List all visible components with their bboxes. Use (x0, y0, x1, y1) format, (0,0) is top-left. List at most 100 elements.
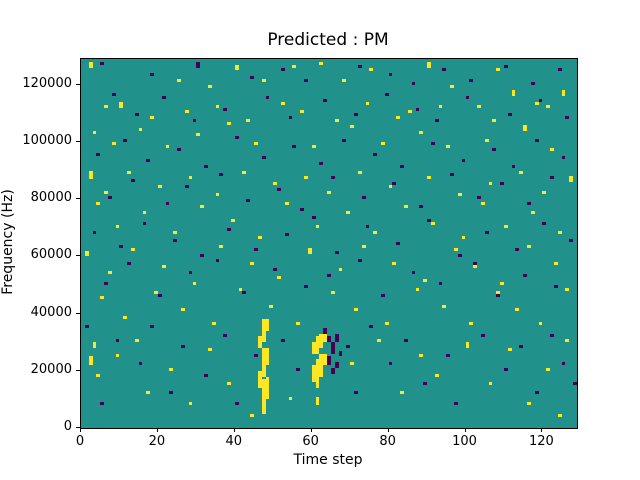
heatmap-cell-high (146, 390, 151, 394)
heatmap-cell-low (334, 362, 339, 368)
heatmap-cell-high (503, 224, 508, 228)
heatmap-cell-low (277, 187, 281, 191)
heatmap-cell-high (453, 247, 458, 251)
heatmap-cell-high (273, 182, 278, 185)
heatmap-cell-high (261, 79, 266, 83)
heatmap-cell-high (380, 141, 385, 145)
heatmap-cell-high (307, 247, 312, 254)
heatmap-cell-high (300, 110, 304, 114)
heatmap-cell-high (254, 141, 258, 145)
y-tick-mark (76, 198, 80, 200)
heatmap-cell-low (100, 61, 105, 65)
heatmap-cell-low (327, 273, 331, 277)
heatmap-cell-high (527, 244, 531, 248)
heatmap-cell-low (330, 342, 335, 354)
heatmap-cell-high (169, 367, 174, 371)
heatmap-cell-high (469, 322, 474, 326)
heatmap-cell-high (296, 322, 301, 326)
heatmap-cell-high (119, 101, 124, 108)
heatmap-cell-high (192, 282, 197, 286)
heatmap-cell-high (207, 84, 212, 88)
heatmap-cell-low (503, 367, 508, 371)
x-tick-mark (464, 428, 466, 432)
heatmap-cell-low (327, 336, 331, 343)
heatmap-cell-high (88, 170, 93, 180)
heatmap-cell-high (507, 347, 512, 351)
x-tick-mark (541, 428, 543, 432)
heatmap-cell-low (503, 64, 508, 68)
heatmap-cell-high (180, 307, 185, 311)
heatmap-cell-high (315, 396, 320, 406)
heatmap-cell-high (377, 339, 381, 343)
heatmap-cell-low (254, 353, 258, 357)
heatmap-cell-low (396, 242, 401, 246)
heatmap-cell-low (388, 73, 393, 77)
heatmap-cell-high (246, 119, 251, 123)
heatmap-cell-high (461, 236, 466, 240)
heatmap-cell-low (523, 273, 527, 277)
heatmap-cell-high (538, 322, 543, 326)
heatmap-cell-low (304, 79, 308, 83)
x-tick-mark (80, 428, 81, 432)
heatmap-cell-high (546, 104, 551, 108)
heatmap-cell-low (223, 107, 228, 111)
heatmap-cell-high (311, 144, 316, 148)
heatmap-cell-high (257, 336, 262, 348)
heatmap-cell-high (227, 382, 231, 386)
heatmap-cell-high (442, 305, 447, 308)
heatmap-cell-low (469, 79, 474, 83)
heatmap-cell-high (319, 61, 324, 65)
heatmap-cell-high (188, 402, 193, 406)
heatmap-cell-high (565, 339, 570, 343)
y-tick-label: 20000 (30, 361, 72, 377)
x-tick-mark (310, 428, 312, 432)
heatmap-cell-low (480, 333, 485, 337)
x-tick-label: 80 (379, 434, 396, 449)
heatmap-cell-low (300, 207, 304, 211)
heatmap-cell-high (173, 230, 178, 234)
heatmap-cell-low (461, 159, 466, 163)
heatmap-cell-high (430, 222, 435, 226)
heatmap-cell-low (304, 284, 308, 288)
heatmap-cell-low (427, 219, 431, 223)
heatmap-cell-low (477, 196, 481, 200)
heatmap-cell-high (207, 347, 212, 351)
heatmap-cell-high (519, 170, 524, 174)
heatmap-cell-low (123, 139, 128, 143)
heatmap-cell-low (415, 107, 420, 111)
x-tick-mark (387, 428, 389, 432)
heatmap-cell-low (330, 176, 335, 180)
heatmap-cell-high (561, 90, 566, 97)
heatmap-cell-low (288, 116, 293, 120)
heatmap-cell-low (515, 247, 520, 251)
heatmap-cell-high (196, 133, 201, 137)
heatmap-cell-low (273, 267, 278, 271)
heatmap-cell-low (353, 390, 358, 394)
heatmap-cell-high (407, 110, 412, 114)
heatmap-cell-high (396, 116, 401, 120)
heatmap-cell-high (269, 305, 274, 308)
heatmap-cell-high (500, 282, 504, 286)
heatmap-cell-high (154, 290, 158, 294)
heatmap-cell-high (311, 365, 316, 383)
heatmap-cell-high (350, 362, 354, 366)
heatmap-cell-low (161, 96, 166, 100)
heatmap-cell-high (234, 64, 239, 71)
heatmap-cell-low (392, 182, 397, 185)
heatmap-cell-high (96, 202, 101, 206)
heatmap-cell-high (284, 202, 289, 206)
heatmap-cell-high (434, 373, 439, 377)
heatmap-cell-low (561, 362, 566, 366)
y-tick-mark (76, 312, 80, 314)
heatmap-cell-high (177, 79, 181, 83)
heatmap-cell-high (565, 287, 570, 291)
heatmap-cell-low (292, 144, 297, 148)
heatmap-cell-low (92, 230, 97, 234)
x-tick-label: 0 (75, 434, 85, 449)
heatmap-cell-low (184, 184, 189, 188)
heatmap-cell-high (127, 170, 131, 174)
heatmap-cell-high (488, 382, 493, 386)
heatmap-cell-low (446, 353, 451, 357)
heatmap-cell-low (519, 345, 524, 349)
